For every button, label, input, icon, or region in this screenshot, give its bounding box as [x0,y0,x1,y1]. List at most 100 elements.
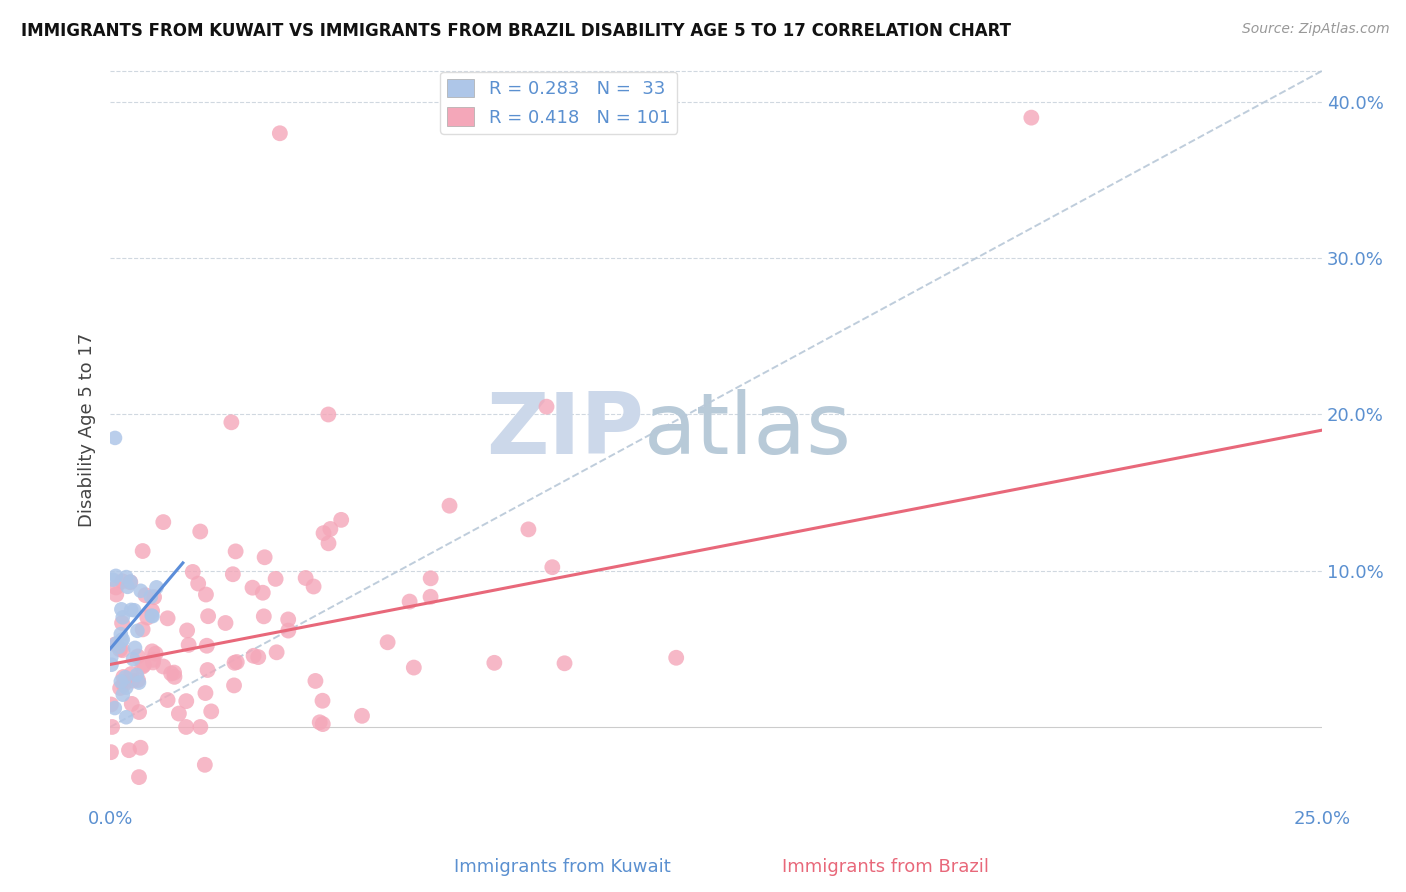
Point [312,717,335,731]
Point [105,587,128,601]
Point [104,637,127,651]
Point [111,632,134,647]
Point [100,745,122,759]
Point [225,655,247,669]
Point [131,659,153,673]
Point [308,715,330,730]
Point [419,571,441,585]
Point [131,544,153,558]
Point [111,643,134,657]
Point [134,588,156,602]
Text: ZIP: ZIP [485,389,644,472]
Point [253,609,276,624]
Point [188,524,211,539]
Point [398,594,420,608]
Point [105,636,128,650]
Point [665,650,688,665]
Point [225,544,247,558]
Point [247,650,270,665]
Point [128,770,150,784]
Point [253,550,276,565]
Point [110,674,132,689]
Point [156,693,179,707]
Point [377,635,399,649]
Point [120,574,142,589]
Point [194,757,217,772]
Point [484,656,506,670]
Point [115,681,138,695]
Point [222,567,245,582]
Point [304,673,326,688]
Point [152,659,174,673]
Point [312,526,335,541]
Point [129,740,152,755]
Point [200,705,222,719]
Point [195,639,218,653]
Point [112,670,135,684]
Point [143,590,166,604]
Point [242,581,264,595]
Point [111,615,134,630]
Text: IMMIGRANTS FROM KUWAIT VS IMMIGRANTS FROM BRAZIL DISABILITY AGE 5 TO 17 CORRELAT: IMMIGRANTS FROM KUWAIT VS IMMIGRANTS FRO… [21,22,1011,40]
Point [101,720,124,734]
Point [121,673,143,688]
Point [439,499,461,513]
Point [419,590,441,604]
Point [117,580,139,594]
Point [145,647,167,661]
Point [111,632,134,647]
Point [100,657,122,672]
Point [120,603,142,617]
Point [125,668,148,682]
Point [167,706,190,721]
Point [124,640,146,655]
Point [194,588,217,602]
Point [141,608,163,623]
Point [160,666,183,681]
Point [141,644,163,658]
Point [197,663,219,677]
Point [122,603,145,617]
Point [100,698,122,712]
Legend: R = 0.283   N =  33, R = 0.418   N = 101: R = 0.283 N = 33, R = 0.418 N = 101 [440,71,678,134]
Point [132,657,155,672]
Point [114,670,136,684]
Point [110,627,132,641]
Point [141,609,163,624]
Point [181,565,204,579]
Point [163,665,186,680]
Point [122,652,145,666]
Point [294,571,316,585]
Point [221,415,243,429]
Point [108,642,131,657]
Point [266,645,288,659]
Point [536,400,558,414]
Point [311,694,333,708]
Point [190,720,212,734]
Point [174,720,197,734]
Point [141,604,163,618]
Point [145,580,167,594]
Point [277,624,299,638]
Point [111,688,134,702]
Point [222,678,245,692]
Point [318,408,340,422]
Point [214,615,236,630]
Point [174,694,197,708]
Point [115,710,138,724]
Point [118,743,141,757]
Point [319,522,342,536]
Point [156,611,179,625]
Point [402,660,425,674]
Point [101,573,124,587]
Point [104,701,127,715]
Point [139,590,162,604]
Point [108,681,131,695]
Point [264,572,287,586]
Point [111,610,134,624]
Point [110,602,132,616]
Point [128,675,150,690]
Point [127,649,149,664]
Point [136,610,159,624]
Point [128,705,150,719]
